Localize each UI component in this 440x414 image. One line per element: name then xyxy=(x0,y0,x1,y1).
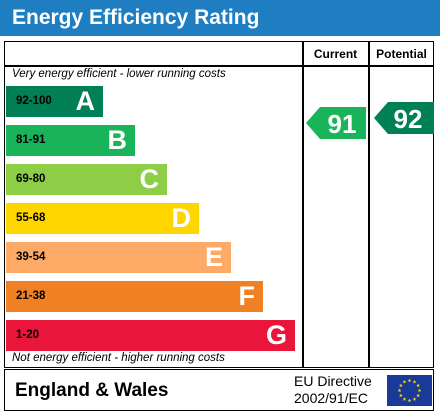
potential-header: Potential xyxy=(376,47,427,61)
band-f: 21-38 F xyxy=(6,281,263,312)
band-b: 81-91 B xyxy=(6,125,135,156)
band-g: 1-20 G xyxy=(6,320,295,351)
band-letter: G xyxy=(265,320,287,350)
band-letter: C xyxy=(139,164,160,194)
eu-star-icon xyxy=(412,379,417,384)
band-range: 81-91 xyxy=(16,134,46,146)
eu-star-icon xyxy=(412,397,417,401)
column-divider xyxy=(302,41,304,368)
page-title: Energy Efficiency Rating xyxy=(12,6,260,29)
band-letter: A xyxy=(75,86,96,116)
band-d: 55-68 D xyxy=(6,203,199,234)
rating-table xyxy=(4,41,434,368)
eu-star-icon xyxy=(398,393,403,398)
band-range: 69-80 xyxy=(16,173,46,185)
header-divider xyxy=(4,65,434,67)
caption-bottom: Not energy efficient - higher running co… xyxy=(12,352,225,364)
eu-star-icon xyxy=(402,379,407,384)
eu-directive: EU Directive 2002/91/EC xyxy=(294,373,372,407)
eu-star-icon xyxy=(407,378,412,383)
current-rating-score: 91 xyxy=(327,109,357,139)
eu-star-icon xyxy=(402,397,407,401)
region-label: England & Wales xyxy=(15,380,169,401)
eu-star-icon xyxy=(417,388,422,393)
eu-star-icon xyxy=(416,383,421,388)
current-rating-arrow xyxy=(306,107,366,139)
band-range: 39-54 xyxy=(16,251,46,263)
band-range: 55-68 xyxy=(16,212,46,224)
band-e: 39-54 E xyxy=(6,242,231,273)
band-c: 69-80 C xyxy=(6,164,167,195)
current-header: Current xyxy=(313,47,358,61)
eu-star-icon xyxy=(416,393,421,398)
band-range: 92-100 xyxy=(16,95,52,107)
eu-directive-line1: EU Directive xyxy=(294,373,372,389)
eu-star-icon xyxy=(407,398,412,403)
band-range: 1-20 xyxy=(16,329,40,341)
band-letter: F xyxy=(238,281,256,311)
footer xyxy=(4,369,434,411)
band-a: 92-100 A xyxy=(6,86,103,117)
band-letter: D xyxy=(171,203,192,233)
title-bar xyxy=(0,0,440,36)
column-divider xyxy=(368,41,370,368)
potential-rating-score: 92 xyxy=(393,104,423,134)
band-letter: E xyxy=(204,242,223,272)
eu-star-icon xyxy=(398,383,403,388)
band-range: 21-38 xyxy=(16,290,46,302)
potential-rating-arrow xyxy=(374,102,434,134)
eu-directive-line2: 2002/91/EC xyxy=(294,390,368,406)
eu-star-icon xyxy=(397,388,402,393)
band-letter: B xyxy=(107,125,128,155)
caption-top: Very energy efficient - lower running co… xyxy=(12,68,226,80)
eu-flag-icon xyxy=(387,375,432,406)
